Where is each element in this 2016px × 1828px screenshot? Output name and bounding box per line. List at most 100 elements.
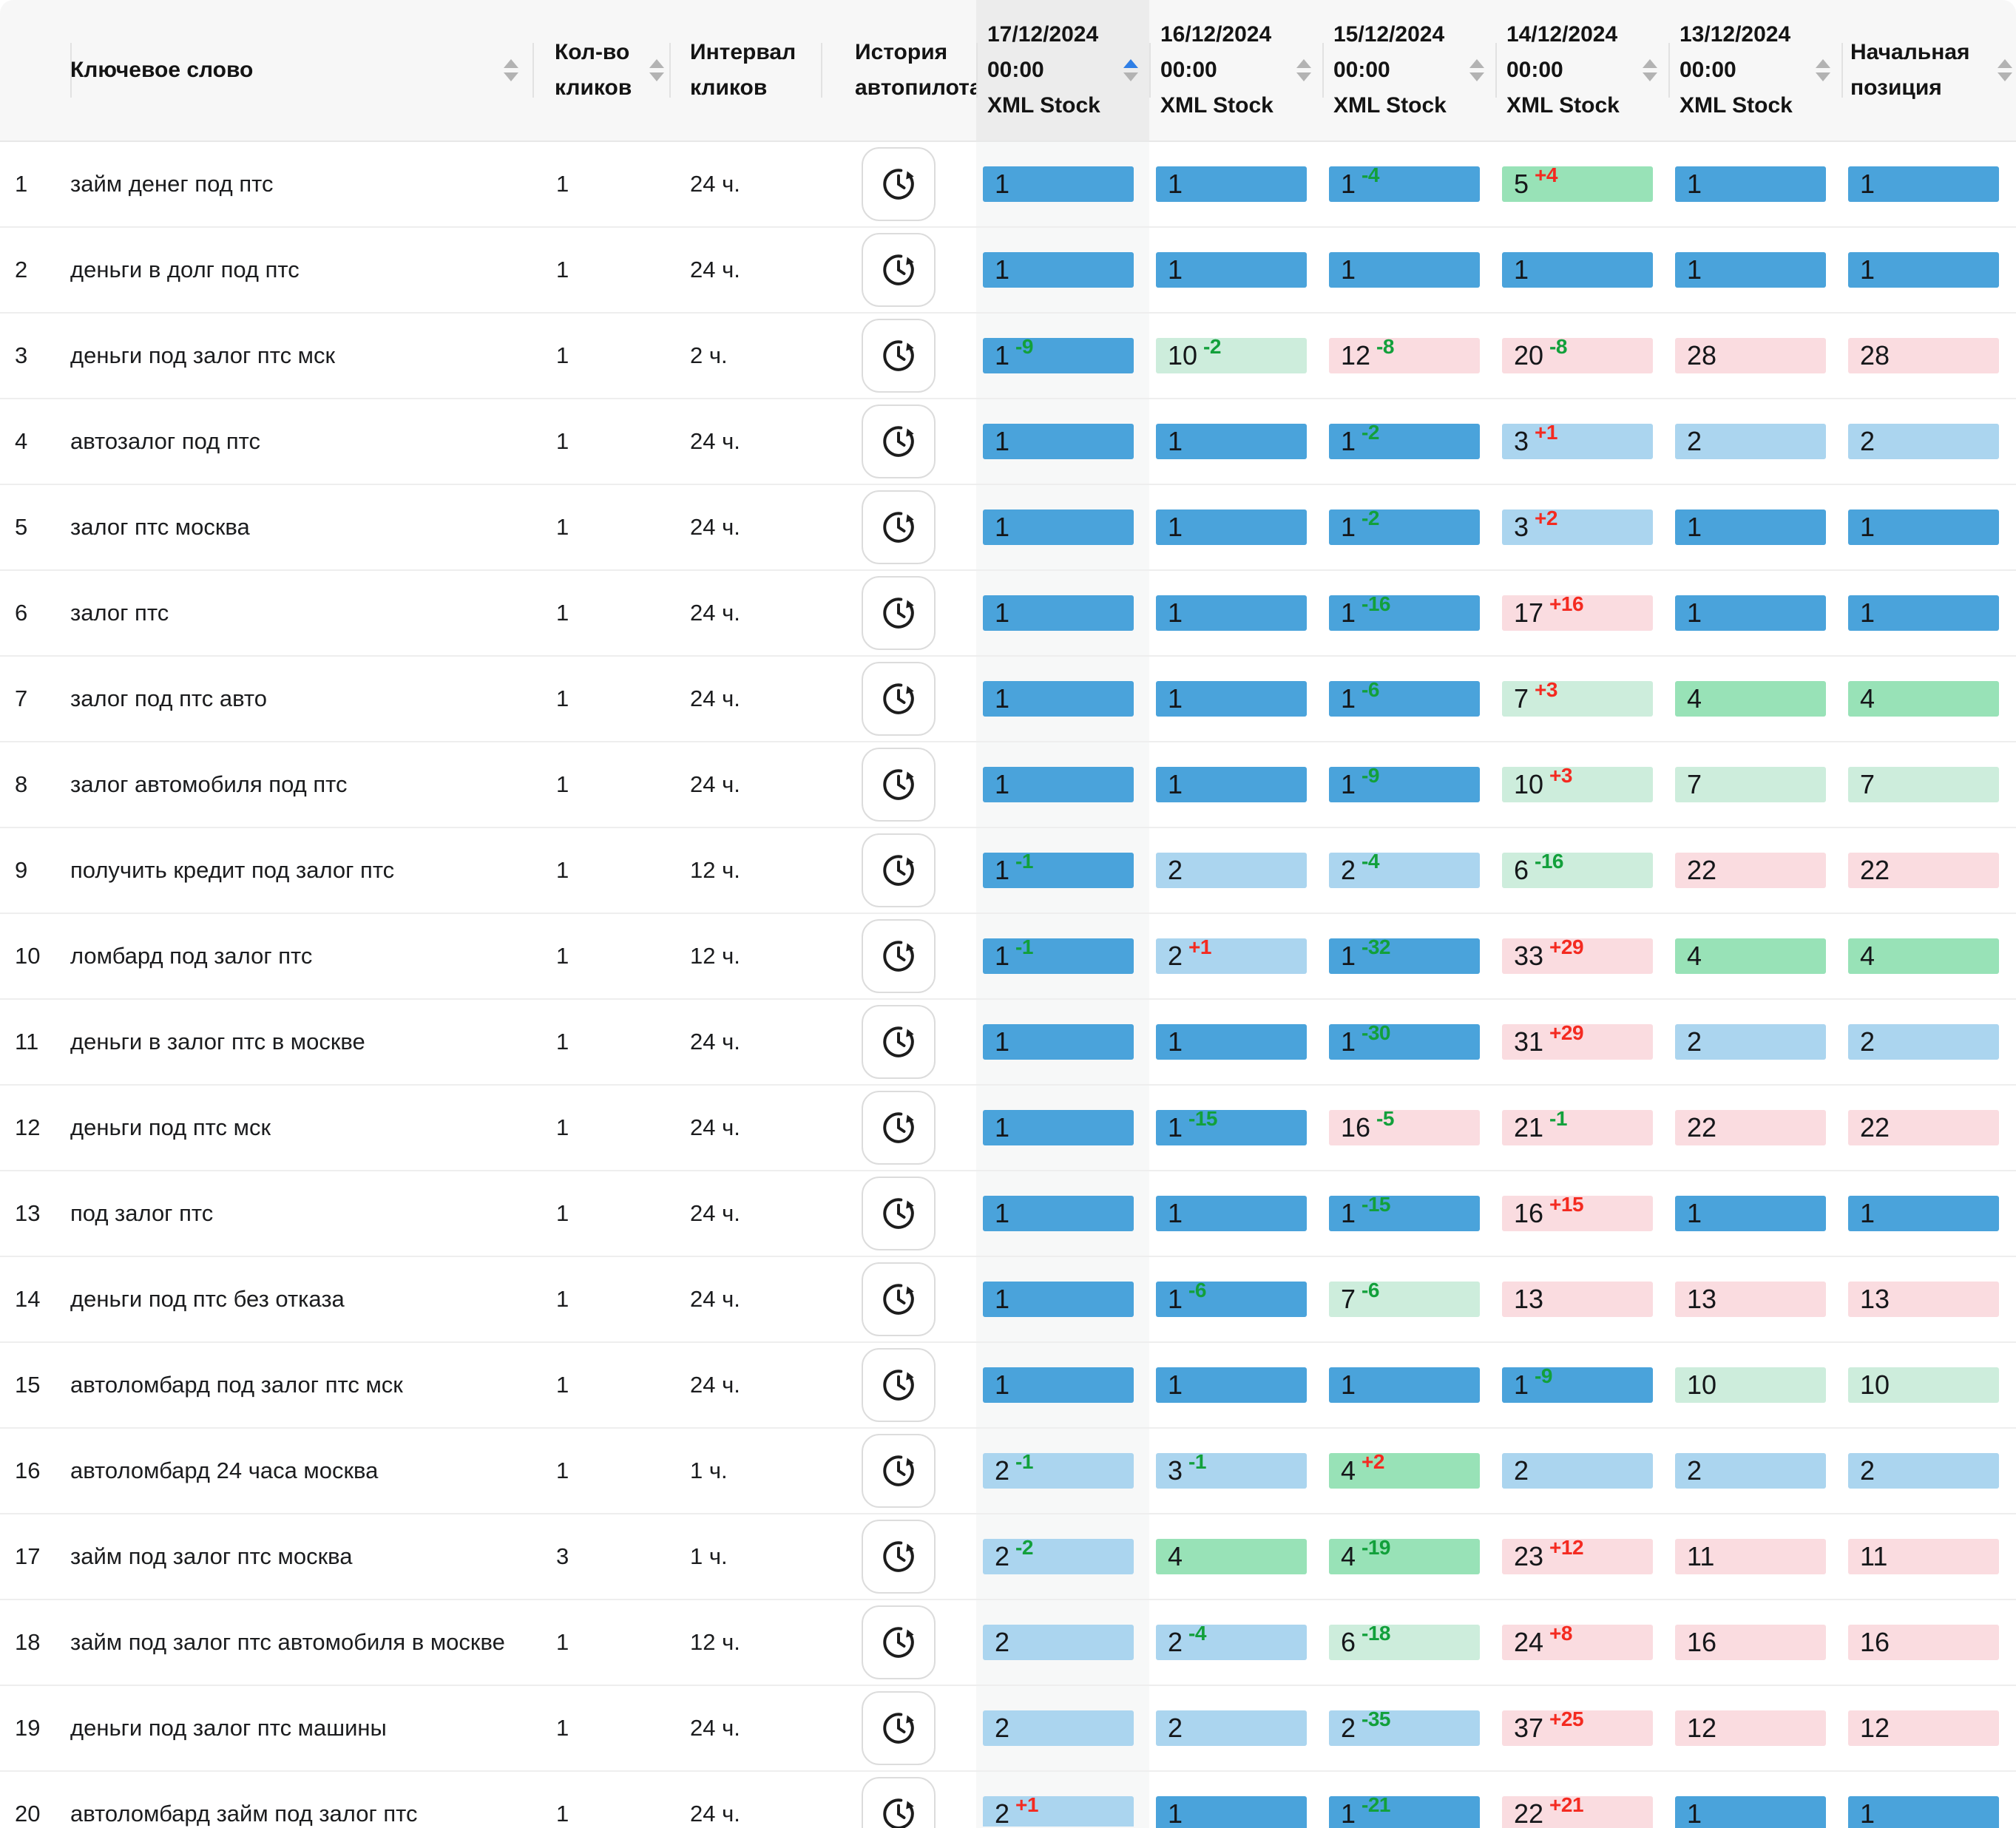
autopilot-history-button[interactable] (862, 662, 936, 736)
sort-icon-initial[interactable] (1997, 59, 2013, 81)
table-row: 1 займ денег под птс 1 24 ч. 1 1 1 -4 5 +4 1 1 (0, 142, 2016, 228)
position-value: 16 (1341, 1112, 1371, 1142)
position-value: 4 (1860, 683, 1875, 714)
autopilot-history-cell (821, 914, 976, 998)
table-row: 19 деньги под залог птс машины 1 24 ч. 2 2 2 -3… (0, 1686, 2016, 1772)
position-value: 2 (1514, 1455, 1529, 1486)
position-cell: 1 (1149, 571, 1322, 655)
table-row: 20 автоломбард займ под залог птс 1 24 ч. 2 +… (0, 1772, 2016, 1828)
autopilot-history-button[interactable] (862, 1434, 936, 1508)
header-date-17-12[interactable]: 17/12/2024 00:00 XML Stock (976, 0, 1149, 141)
clicks-count-cell: 3 (556, 1543, 569, 1569)
position-cell: 1 (976, 142, 1149, 226)
autopilot-history-button[interactable] (862, 1520, 936, 1594)
autopilot-history-cell (821, 1086, 976, 1170)
position-bar: 1 (983, 1110, 1134, 1145)
position-cell: 7 -6 (1322, 1257, 1495, 1341)
sort-icon-date-14-12[interactable] (1642, 59, 1658, 81)
position-cell: 22 (1668, 1086, 1841, 1170)
position-delta: +2 (1535, 507, 1557, 529)
autopilot-history-button[interactable] (862, 147, 936, 221)
autopilot-history-button[interactable] (862, 1348, 936, 1422)
position-bar: 1 (1848, 1796, 1999, 1828)
header-date-16-12[interactable]: 16/12/2024 00:00 XML Stock (1149, 0, 1322, 141)
position-value: 1 (1341, 169, 1356, 199)
autopilot-history-button[interactable] (862, 1262, 936, 1336)
header-clicks[interactable]: Кол-во кликов (532, 0, 669, 141)
header-keyword[interactable]: Ключевое слово (70, 0, 532, 141)
position-bar: 28 (1675, 338, 1826, 373)
autopilot-history-button[interactable] (862, 1605, 936, 1679)
header-date-17-12-source: XML Stock (987, 93, 1100, 118)
position-delta: -15 (1188, 1107, 1217, 1130)
sort-icon-date-16-12[interactable] (1296, 59, 1312, 81)
autopilot-history-button[interactable] (862, 490, 936, 564)
sort-icon-clicks[interactable] (649, 59, 665, 81)
sort-icon-date-13-12[interactable] (1815, 59, 1831, 81)
position-cell: 7 +3 (1495, 657, 1668, 741)
autopilot-history-button[interactable] (862, 233, 936, 307)
autopilot-history-button[interactable] (862, 576, 936, 650)
position-bar: 22 (1675, 1110, 1826, 1145)
position-bar: 12 (1848, 1710, 1999, 1746)
keyword-cell: автозалог под птс (70, 428, 261, 454)
position-bar: 22 (1848, 853, 1999, 888)
autopilot-history-button[interactable] (862, 1777, 936, 1828)
header-interval[interactable]: Интервал кликов (669, 0, 821, 141)
position-delta: -16 (1535, 850, 1563, 873)
position-value: 22 (1687, 1112, 1717, 1142)
autopilot-history-button[interactable] (862, 1091, 936, 1165)
position-delta: -2 (1362, 507, 1379, 529)
autopilot-history-button[interactable] (862, 919, 936, 993)
position-cell: 3 +2 (1495, 485, 1668, 569)
autopilot-history-button[interactable] (862, 1005, 936, 1079)
table-row: 2 деньги в долг под птс 1 24 ч. 1 1 1 1 1 1 (0, 228, 2016, 314)
position-bar: 6 -18 (1329, 1622, 1480, 1660)
row-index: 18 (15, 1629, 41, 1655)
click-interval-cell: 1 ч. (690, 1458, 728, 1483)
position-bar: 1 -21 (1329, 1793, 1480, 1828)
click-interval-cell: 24 ч. (690, 514, 740, 540)
position-cell: 1 -16 (1322, 571, 1495, 655)
autopilot-history-button[interactable] (862, 404, 936, 478)
position-value: 1 (995, 769, 1010, 799)
position-value: 10 (1687, 1370, 1717, 1400)
position-bar: 21 -1 (1502, 1107, 1653, 1145)
position-value: 1 (1341, 1198, 1356, 1228)
autopilot-history-button[interactable] (862, 833, 936, 907)
position-cell: 1 (1668, 1171, 1841, 1256)
header-date-15-12[interactable]: 15/12/2024 00:00 XML Stock (1322, 0, 1495, 141)
position-value: 1 (1341, 769, 1356, 799)
position-bar: 2 (1848, 424, 1999, 459)
clicks-count-cell: 1 (556, 1372, 569, 1398)
autopilot-history-cell (821, 485, 976, 569)
position-cell: 1 -30 (1322, 1000, 1495, 1084)
header-date-14-12[interactable]: 14/12/2024 00:00 XML Stock (1495, 0, 1668, 141)
position-value: 1 (1168, 1284, 1183, 1314)
position-value: 3 (1514, 426, 1529, 456)
position-delta: +3 (1549, 764, 1572, 787)
sort-icon-date-15-12[interactable] (1469, 59, 1485, 81)
sort-icon-date-17-12[interactable] (1123, 59, 1139, 81)
position-delta: -1 (1549, 1107, 1567, 1130)
autopilot-history-button[interactable] (862, 1177, 936, 1250)
position-bar: 1 -1 (983, 935, 1134, 974)
position-delta: +1 (1188, 935, 1211, 958)
clicks-count-cell: 1 (556, 428, 569, 454)
position-value: 37 (1514, 1713, 1544, 1743)
header-date-15-12-time: 00:00 (1333, 58, 1390, 82)
position-bar: 1 (983, 767, 1134, 802)
header-initial-position[interactable]: Начальная позиция (1841, 0, 2016, 141)
autopilot-history-button[interactable] (862, 748, 936, 822)
position-cell: 1 (1149, 742, 1322, 827)
position-cell: 10 (1668, 1343, 1841, 1427)
position-cell: 22 +21 (1495, 1772, 1668, 1828)
autopilot-history-button[interactable] (862, 1691, 936, 1765)
header-date-13-12[interactable]: 13/12/2024 00:00 XML Stock (1668, 0, 1841, 141)
sort-icon-keyword[interactable] (503, 59, 519, 81)
position-bar: 1 (983, 595, 1134, 631)
clicks-count-cell: 1 (556, 171, 569, 197)
position-value: 4 (1687, 941, 1702, 971)
autopilot-history-cell (821, 1429, 976, 1513)
autopilot-history-button[interactable] (862, 319, 936, 393)
